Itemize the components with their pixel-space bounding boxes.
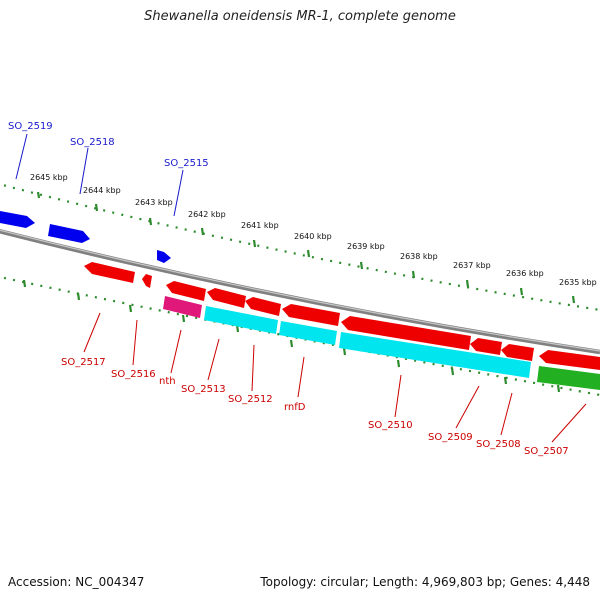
tick-label: 2638 kbp xyxy=(400,252,438,261)
gene-label-reverse[interactable]: SO_2508 xyxy=(476,439,521,450)
tick-label: 2644 kbp xyxy=(83,186,121,195)
gene-label-reverse[interactable]: rnfD xyxy=(284,402,306,413)
tick-label: 2640 kbp xyxy=(294,232,332,241)
feature-cyan[interactable] xyxy=(204,306,278,334)
gene-label-reverse[interactable]: SO_2517 xyxy=(61,357,106,368)
tick-label: 2636 kbp xyxy=(506,269,544,278)
tick-label: 2641 kbp xyxy=(241,221,279,230)
accession-text: Accession: NC_004347 xyxy=(8,575,145,589)
gene-reverse[interactable] xyxy=(341,316,471,350)
gene-reverse[interactable] xyxy=(207,288,246,308)
tick-label: 2635 kbp xyxy=(559,278,597,287)
gene-reverse[interactable] xyxy=(84,262,135,283)
feature-cyan[interactable] xyxy=(279,321,337,345)
gene-label-forward[interactable]: SO_2519 xyxy=(8,121,53,132)
gene-label-reverse[interactable]: SO_2507 xyxy=(524,446,569,457)
tick-label: 2639 kbp xyxy=(347,242,385,251)
topology-text: Topology: circular; Length: 4,969,803 bp… xyxy=(260,575,590,589)
tick-label: 2637 kbp xyxy=(453,261,491,270)
gene-label-reverse[interactable]: SO_2516 xyxy=(111,369,156,380)
gene-reverse[interactable] xyxy=(282,304,340,326)
tick-label: 2642 kbp xyxy=(188,210,226,219)
feature-track xyxy=(163,296,600,390)
map-title: Shewanella oneidensis MR-1, complete gen… xyxy=(144,9,456,24)
feature-magenta[interactable] xyxy=(163,296,202,318)
tick-label: 2643 kbp xyxy=(135,198,173,207)
forward-strand-genes xyxy=(0,210,171,263)
outer-major-ticks xyxy=(36,191,576,304)
reverse-strand-genes xyxy=(84,262,600,370)
reverse-label-leaders xyxy=(83,312,587,443)
inner-major-ticks xyxy=(22,279,561,393)
gene-reverse[interactable] xyxy=(501,344,534,361)
outer-ruler xyxy=(0,183,600,312)
feature-green[interactable] xyxy=(537,366,600,390)
gene-forward[interactable] xyxy=(48,224,90,243)
gene-label-forward[interactable]: SO_2515 xyxy=(164,158,209,169)
gene-forward[interactable] xyxy=(157,250,171,263)
gene-label-reverse[interactable]: SO_2509 xyxy=(428,432,473,443)
gene-forward[interactable] xyxy=(0,210,35,228)
tick-label: 2645 kbp xyxy=(30,173,68,182)
gene-label-reverse[interactable]: SO_2510 xyxy=(368,420,413,431)
gene-reverse[interactable] xyxy=(470,338,502,355)
gene-label-reverse[interactable]: nth xyxy=(159,376,176,387)
gene-label-reverse[interactable]: SO_2513 xyxy=(181,384,226,395)
gene-reverse[interactable] xyxy=(142,274,152,288)
genome-backbone xyxy=(0,228,600,355)
feature-cyan[interactable] xyxy=(339,332,531,378)
gene-reverse[interactable] xyxy=(166,281,206,301)
gene-reverse[interactable] xyxy=(539,350,600,370)
gene-label-forward[interactable]: SO_2518 xyxy=(70,137,115,148)
gene-label-reverse[interactable]: SO_2512 xyxy=(228,394,273,405)
forward-label-leaders xyxy=(15,133,184,217)
gene-reverse[interactable] xyxy=(245,297,281,316)
